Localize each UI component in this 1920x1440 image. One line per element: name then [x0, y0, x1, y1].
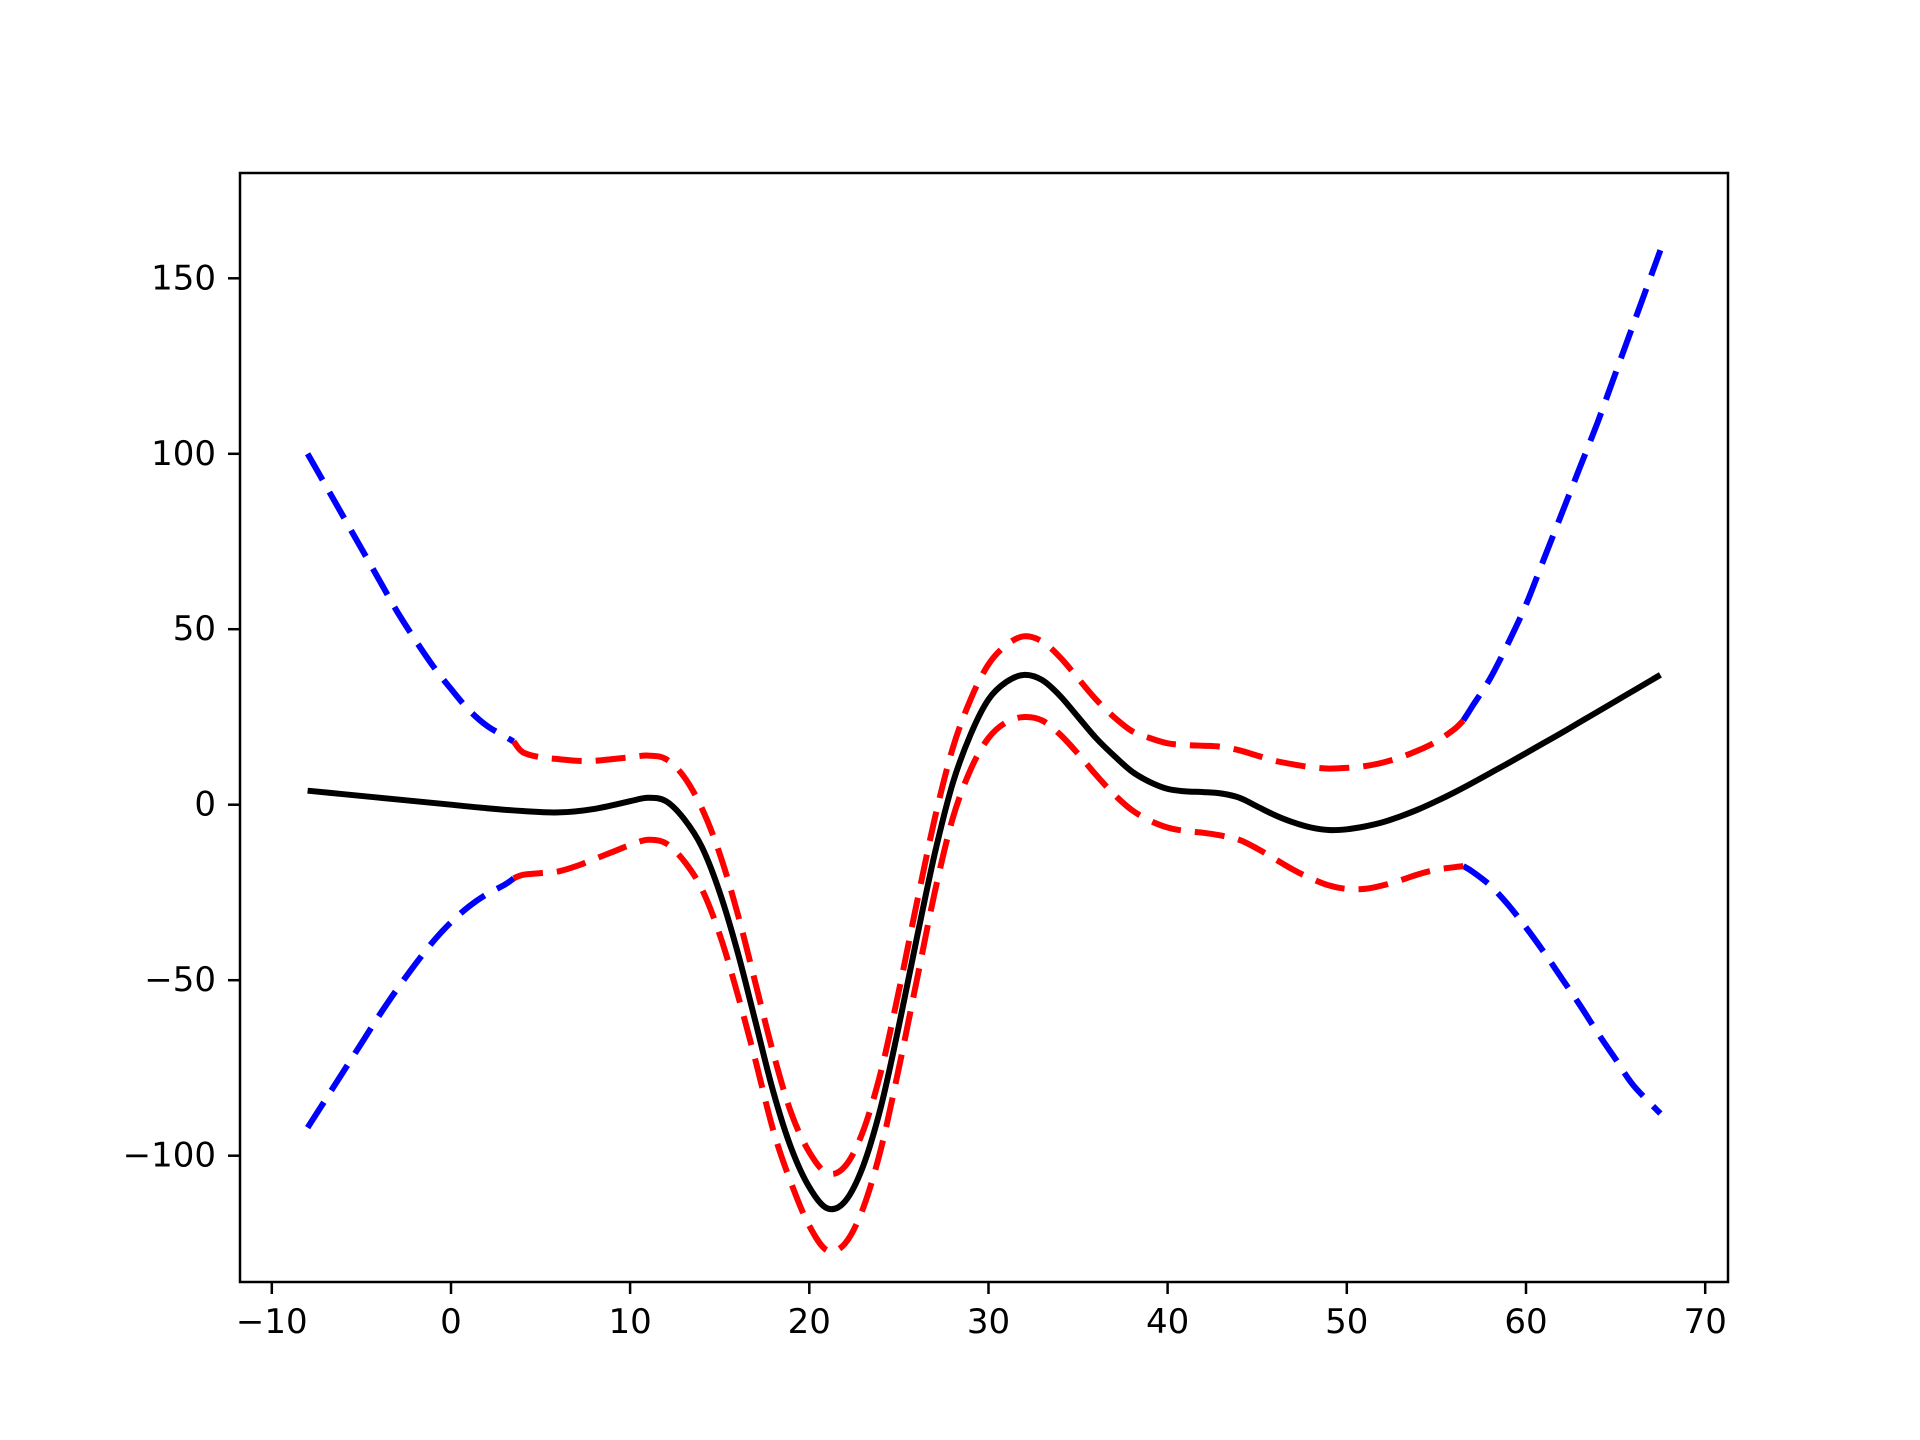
x-tick-label: 50 [1325, 1302, 1368, 1342]
x-tick-label: 40 [1146, 1302, 1189, 1342]
x-tick-label: 60 [1504, 1302, 1547, 1342]
y-tick-label: 150 [151, 258, 216, 298]
axes-box [238, 171, 1730, 1284]
x-tick-label: 0 [440, 1302, 462, 1342]
x-tick-label: 30 [967, 1302, 1010, 1342]
series-mean-prediction [307, 671, 1662, 1213]
x-tick-label: −10 [236, 1302, 308, 1342]
y-tick-label: −50 [144, 960, 216, 1000]
series-upper-confidence-band-extrapolation-right [1460, 249, 1664, 723]
x-tick-label: 10 [608, 1302, 651, 1342]
y-tick-label: 100 [151, 434, 216, 474]
series-lower-confidence-band-extrapolation-right [1461, 863, 1663, 1116]
series-lower-confidence-band-extrapolation-left [305, 875, 516, 1130]
y-tick-label: −100 [123, 1136, 216, 1176]
series-lower-confidence-band-interpolation [512, 713, 1464, 1255]
x-tick-label: 20 [788, 1302, 831, 1342]
y-tick-label: 0 [194, 785, 216, 825]
y-tick-label: 50 [173, 609, 216, 649]
x-tick-label: 70 [1684, 1302, 1727, 1342]
series-upper-confidence-band-extrapolation-left [305, 452, 516, 745]
series-upper-confidence-band-interpolation [511, 633, 1466, 1178]
